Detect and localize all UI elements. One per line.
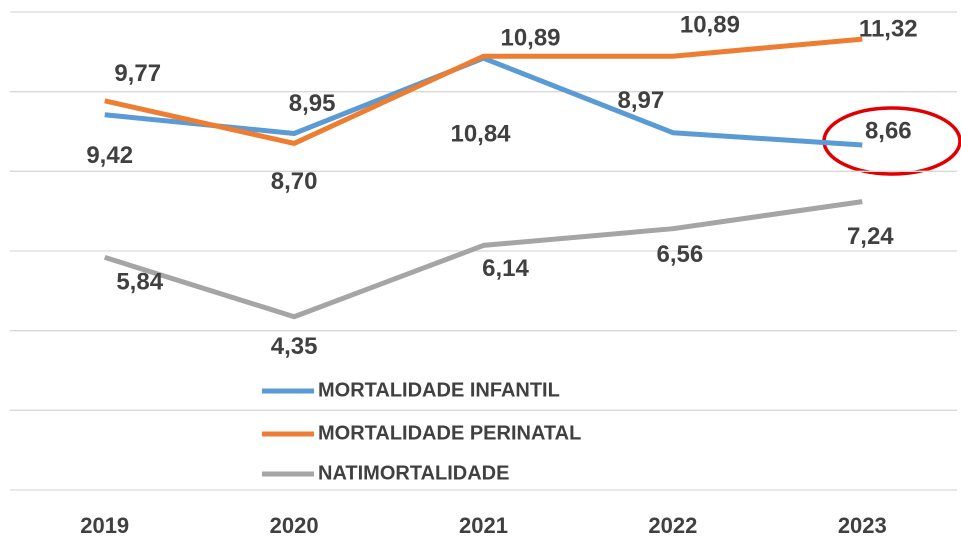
x-tick-label: 2019 [80, 513, 129, 538]
x-tick-label: 2023 [838, 513, 887, 538]
plot: 2019 2020 2021 2022 2023 9,42 8,95 10,84 8,97 8,6… [10, 11, 957, 538]
legend-label: NATIMORTALIDADE [318, 462, 509, 484]
series-line [103, 199, 863, 320]
x-tick-label: 2021 [459, 513, 508, 538]
x-tick-label: 2020 [270, 513, 319, 538]
data-label: 8,70 [271, 168, 318, 195]
series-line [104, 36, 863, 146]
data-label: 10,84 [450, 121, 511, 148]
data-label: 11,32 [859, 15, 918, 42]
data-label: 10,89 [680, 12, 740, 39]
data-label: 8,95 [289, 90, 336, 117]
data-label: 7,24 [847, 223, 894, 250]
legend-label: MORTALIDADE PERINATAL [318, 422, 581, 444]
legend-label: MORTALIDADE INFANTIL [318, 379, 560, 401]
x-tick-label: 2022 [648, 513, 697, 538]
data-label: 8,97 [618, 87, 665, 114]
data-label: 6,56 [657, 241, 704, 268]
data-label: 4,35 [271, 333, 318, 360]
data-label: 6,14 [482, 255, 529, 282]
data-label: 8,66 [865, 117, 912, 144]
data-label: 10,89 [500, 25, 560, 52]
data-label: 9,77 [114, 60, 161, 87]
data-label: 5,84 [116, 269, 163, 296]
data-label: 9,42 [86, 142, 133, 169]
